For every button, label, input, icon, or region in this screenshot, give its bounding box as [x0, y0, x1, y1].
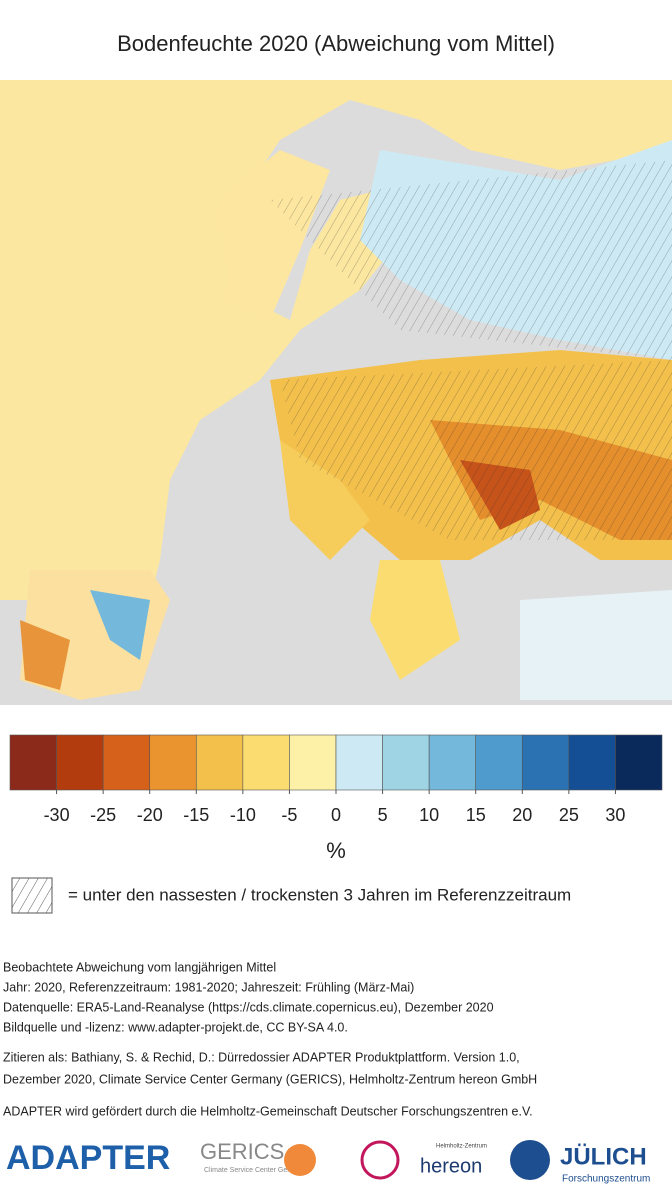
footer-line: Jahr: 2020, Referenzzeitraum: 1981-2020;… [3, 980, 414, 994]
hatch-legend: = unter den nassesten / trockensten 3 Ja… [68, 885, 571, 904]
logo-hereon-sub: Helmholtz-Zentrum [436, 1144, 487, 1150]
logo-juelich: JÜLICH [560, 1143, 647, 1170]
footer-line: Bildquelle und -lizenz: www.adapter-proj… [3, 1020, 348, 1034]
colorbar-swatch [195, 734, 244, 791]
colorbar-tick-label: -30 [44, 805, 70, 825]
colorbar-unit: % [326, 838, 346, 863]
colorbar-swatch [289, 734, 337, 791]
colorbar-swatch [56, 734, 104, 791]
colorbar-tick-label: 30 [605, 805, 625, 825]
colorbar-swatch [475, 734, 523, 791]
logo-gerics-sub: Climate Service Center Germany [204, 1167, 307, 1174]
logos: ADAPTER GERICS Climate Service Center Ge… [6, 1139, 650, 1185]
colorbar-swatch [102, 734, 151, 791]
logo-juelich-sub: Forschungszentrum [562, 1174, 650, 1185]
logo-gerics: GERICS [200, 1139, 284, 1164]
colorbar-swatch [242, 734, 290, 791]
colorbar-tick-label: 0 [331, 805, 341, 825]
footer: Beobachtete Abweichung vom langjährigen … [3, 960, 537, 1118]
colorbar-swatch [521, 734, 570, 791]
colorbar-tick-label: -10 [230, 805, 256, 825]
colorbar-tick-label: -5 [281, 805, 297, 825]
colorbar-tick-label: 10 [419, 805, 439, 825]
colorbar-tick-label: 20 [512, 805, 532, 825]
footer-line: Beobachtete Abweichung vom langjährigen … [3, 960, 276, 974]
logo-gerics-icon [284, 1144, 316, 1176]
colorbar-tick-label: 5 [378, 805, 388, 825]
logo-adapter: ADAPTER [6, 1139, 170, 1177]
citation-line: Dezember 2020, Climate Service Center Ge… [3, 1072, 537, 1086]
colorbar-tick-label: -20 [137, 805, 163, 825]
colorbar-swatch [335, 734, 383, 791]
colorbar: -30 -25 -20 -15 -10 -5 0 5 10 15 20 25 30 [9, 734, 663, 825]
funding: ADAPTER wird gefördert durch die Helmhol… [3, 1104, 533, 1118]
logo-juelich-icon [510, 1140, 550, 1180]
colorbar-tick-label: -25 [90, 805, 116, 825]
colorbar-tick-label: 25 [559, 805, 579, 825]
footer-line: Datenquelle: ERA5-Land-Reanalyse (https:… [3, 1000, 494, 1014]
colorbar-swatch [428, 734, 477, 791]
colorbar-swatch [9, 734, 57, 791]
colorbar-swatch [382, 734, 430, 791]
colorbar-tick-label: -15 [183, 805, 209, 825]
colorbar-swatch [615, 734, 663, 791]
hatch-swatch [11, 877, 53, 914]
colorbar-tick-label: 15 [466, 805, 486, 825]
citation-line: Zitieren als: Bathiany, S. & Rechid, D.:… [3, 1050, 520, 1064]
map [0, 80, 672, 705]
colorbar-swatch [149, 734, 197, 791]
title: Bodenfeuchte 2020 (Abweichung vom Mittel… [117, 31, 555, 56]
logo-hereon-icon [360, 1140, 400, 1180]
colorbar-swatch [568, 734, 616, 791]
logo-hereon: hereon [420, 1155, 482, 1177]
